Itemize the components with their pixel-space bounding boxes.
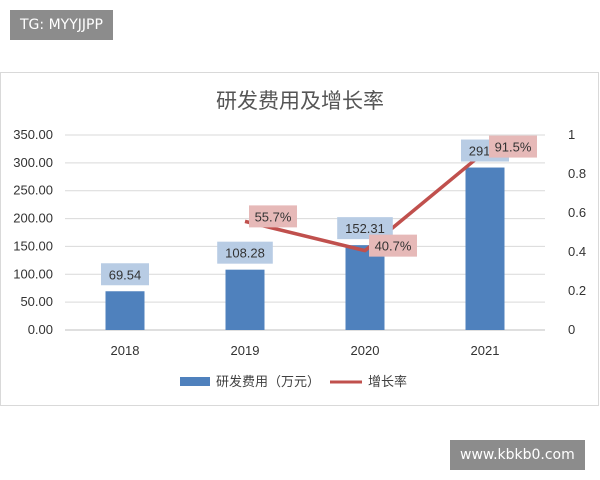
right-axis: 0 0.2 0.4 0.6 0.8 1 — [568, 127, 586, 337]
left-tick-label: 200.00 — [13, 211, 53, 226]
bar-label-box — [217, 241, 273, 264]
line-series — [244, 150, 487, 253]
left-tick-label: 0.00 — [28, 322, 53, 337]
x-axis: 2018 2019 2020 2021 — [111, 343, 500, 358]
legend: 研发费用（万元） 增长率 — [180, 374, 407, 390]
legend-bar-swatch — [180, 377, 210, 386]
bar — [105, 291, 145, 330]
bar-data-label: 108.28 — [225, 246, 265, 261]
right-tick-label: 1 — [568, 127, 575, 142]
left-tick-label: 350.00 — [13, 127, 53, 142]
right-tick-label: 0.2 — [568, 283, 586, 298]
watermark-top: TG: MYYJJPP — [10, 10, 113, 40]
line-data-label: 91.5% — [495, 140, 532, 155]
line-data-label: 55.7% — [255, 209, 292, 224]
growth-line — [244, 150, 487, 253]
x-tick-label: 2021 — [471, 343, 500, 358]
legend-bar-label: 研发费用（万元） — [216, 374, 320, 390]
chart-title: 研发费用及增长率 — [216, 89, 384, 113]
bar — [345, 245, 385, 330]
bar-series — [105, 167, 505, 330]
line-label-box — [369, 234, 417, 257]
bar-label-box — [101, 263, 149, 286]
x-tick-label: 2018 — [111, 343, 140, 358]
line-data-label: 40.7% — [375, 239, 412, 254]
line-data-labels: 55.7% 40.7% 91.5% — [249, 135, 537, 257]
line-label-box — [489, 135, 537, 158]
legend-line-label: 增长率 — [368, 374, 407, 390]
line-label-box — [249, 205, 297, 228]
bar — [465, 167, 505, 330]
left-tick-label: 150.00 — [13, 238, 53, 253]
right-tick-label: 0.6 — [568, 205, 586, 220]
watermark-bottom: www.kbkb0.com — [450, 440, 585, 470]
left-tick-label: 100.00 — [13, 266, 53, 281]
x-tick-label: 2020 — [351, 343, 380, 358]
left-tick-label: 50.00 — [20, 294, 53, 309]
bar — [225, 269, 265, 330]
bar-label-box — [337, 217, 393, 240]
right-tick-label: 0 — [568, 322, 575, 337]
x-tick-label: 2019 — [231, 343, 260, 358]
left-axis: 0.00 50.00 100.00 150.00 200.00 250.00 300.00 3… — [13, 127, 53, 337]
left-tick-label: 250.00 — [13, 183, 53, 198]
bar-data-label: 152.31 — [345, 221, 385, 236]
left-tick-label: 300.00 — [13, 155, 53, 170]
right-tick-label: 0.4 — [568, 244, 586, 259]
right-tick-label: 0.8 — [568, 166, 586, 181]
bar-data-label: 69.54 — [109, 267, 142, 282]
